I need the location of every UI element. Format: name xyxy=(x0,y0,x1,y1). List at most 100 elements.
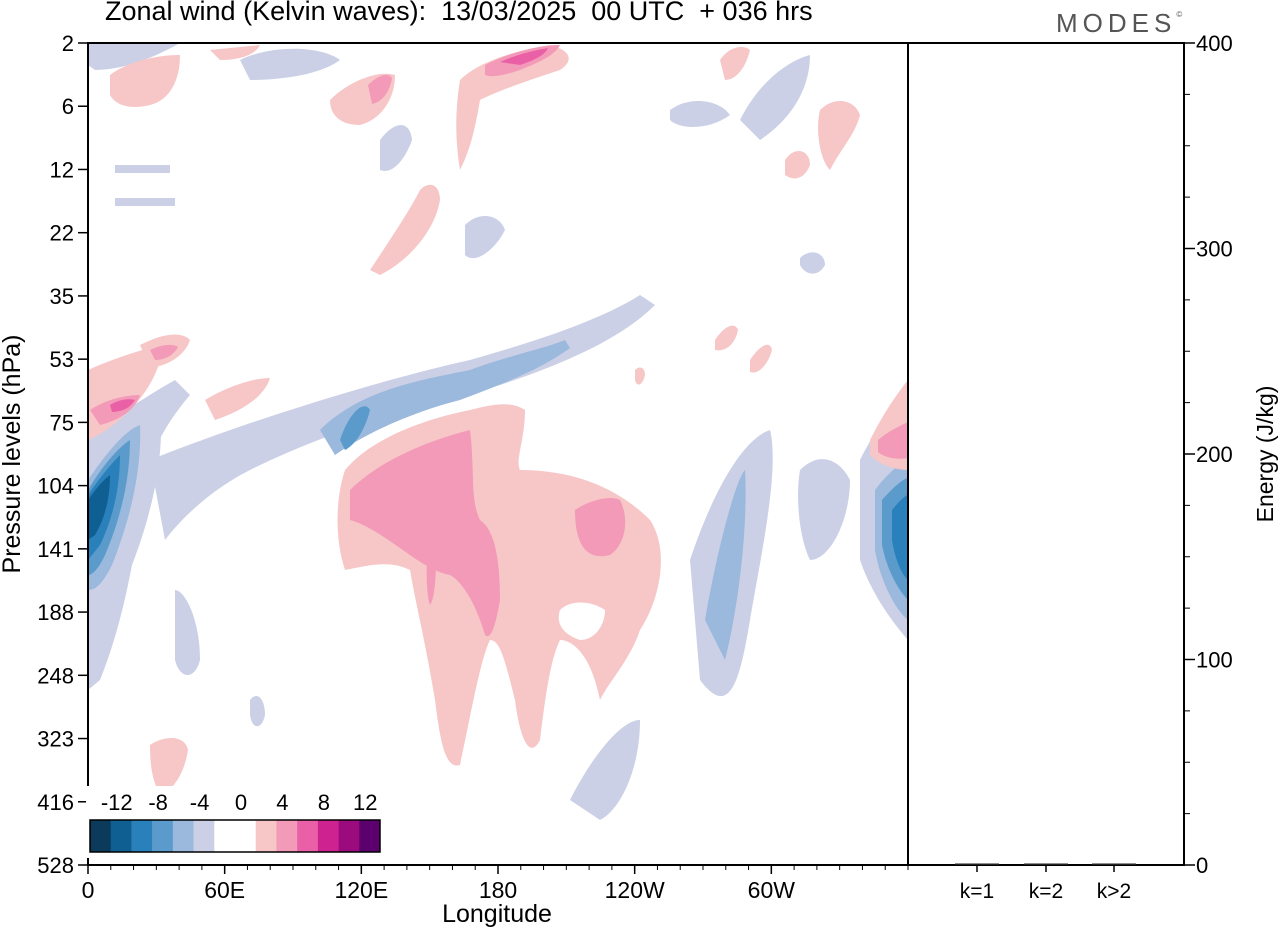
neg-strat-mid-2 xyxy=(465,215,505,259)
x-axis-label: Longitude xyxy=(442,900,552,928)
colorbar-label: -4 xyxy=(190,790,210,815)
colorbar-swatch xyxy=(235,820,257,852)
positive-contours xyxy=(88,45,908,795)
contour-field xyxy=(88,43,908,820)
brand-logo: MODES© xyxy=(1056,8,1182,39)
pos-top-max xyxy=(500,48,548,65)
neg-descending-core xyxy=(705,470,746,660)
neg-top-mid xyxy=(240,48,340,80)
neg-top-left xyxy=(88,43,180,70)
y-tick-label: 35 xyxy=(50,284,74,309)
colorbar-swatch xyxy=(193,820,215,852)
brand-mark: © xyxy=(1176,10,1183,19)
x-tick-label: 60E xyxy=(204,877,245,903)
energy-tick-label: 200 xyxy=(1196,442,1233,467)
pos-main-core xyxy=(350,430,500,637)
colorbar-swatch xyxy=(359,820,381,852)
y-tick-label: 12 xyxy=(50,157,74,182)
pos-mid-left xyxy=(205,378,270,420)
colorbar-swatch xyxy=(110,820,132,852)
energy-axis-label: Energy (J/kg) xyxy=(1252,386,1278,523)
y-tick-label: 104 xyxy=(37,474,74,499)
energy-cat-label: k=1 xyxy=(960,880,994,903)
pos-lower-left xyxy=(150,738,188,795)
x-tick-label: 0 xyxy=(82,877,95,903)
y-tick-label: 141 xyxy=(37,537,74,562)
y-tick-label: 323 xyxy=(37,727,74,752)
y-tick-label: 75 xyxy=(50,410,74,435)
colorbar-swatch xyxy=(276,820,298,852)
colorbar-swatch xyxy=(317,820,339,852)
colorbar-swatch xyxy=(131,820,153,852)
colorbar: -12 -8 -4 0 4 8 12 xyxy=(86,786,384,858)
neg-lower-left xyxy=(250,695,265,727)
colorbar-frame xyxy=(89,819,381,853)
positive-contours-strong xyxy=(90,45,908,637)
pos-right-strat-2 xyxy=(785,150,810,179)
neg-right-small xyxy=(800,252,825,274)
pos-left-max xyxy=(110,399,135,412)
colorbar-swatch xyxy=(90,820,112,852)
y-tick-label: 188 xyxy=(37,600,74,625)
pos-right-strat xyxy=(818,100,860,170)
energy-cat-label: k=2 xyxy=(1029,880,1063,903)
energy-cat-label: k>2 xyxy=(1097,880,1131,903)
colorbar-swatch xyxy=(172,820,194,852)
negative-contours-strong xyxy=(320,340,746,660)
pos-mid-right xyxy=(715,325,738,351)
energy-tick-label: 0 xyxy=(1196,853,1208,878)
neg-east-column xyxy=(798,459,850,560)
x-tick-label: 120W xyxy=(605,877,665,903)
pos-top xyxy=(456,45,569,170)
zero-hole xyxy=(558,602,605,640)
x-tick-label: 180 xyxy=(479,877,517,903)
colorbar-swatch xyxy=(152,820,174,852)
neg-strat-left xyxy=(115,165,170,173)
neg-strat-mid xyxy=(380,125,412,171)
colorbar-label: 12 xyxy=(353,790,377,815)
negative-west-maximum xyxy=(88,410,161,610)
energy-bar xyxy=(1092,863,1136,865)
energy-panel-frame xyxy=(907,42,1185,866)
colorbar-swatch xyxy=(255,820,277,852)
energy-bar xyxy=(955,863,999,865)
pos-top-left xyxy=(110,55,180,107)
neg-core-blob xyxy=(340,406,370,450)
x-axis: 0 60E 120E 180 120W 60W xyxy=(82,865,909,903)
neg-column xyxy=(175,590,200,675)
energy-tick-label: 100 xyxy=(1196,648,1233,673)
neg-right-high xyxy=(740,55,810,140)
y-tick-label: 2 xyxy=(62,31,74,56)
colorbar-swatch xyxy=(214,820,236,852)
y-axis-label: Pressure levels (hPa) xyxy=(0,335,26,574)
pos-strat-diag xyxy=(370,184,440,275)
y-tick-label: 53 xyxy=(50,347,74,372)
colorbar-label: -12 xyxy=(101,790,133,815)
pos-east-core xyxy=(878,422,908,459)
pos-strip xyxy=(426,543,436,605)
colorbar-swatch xyxy=(338,820,360,852)
pos-right-top xyxy=(720,47,750,80)
neg-mid-right xyxy=(670,100,730,127)
energy-tick-label: 400 xyxy=(1196,31,1233,56)
negative-east-maximum xyxy=(875,460,908,620)
colorbar-swatch xyxy=(297,820,319,852)
brand-name: MODES xyxy=(1056,8,1177,38)
chart-title: Zonal wind (Kelvin waves): 13/03/2025 00… xyxy=(105,0,813,26)
colorbar-label: 4 xyxy=(276,790,288,815)
neg-band-core xyxy=(320,340,570,455)
pos-mid-right-2 xyxy=(750,344,772,373)
energy-tick-label: 300 xyxy=(1196,237,1233,262)
y-tick-label: 416 xyxy=(37,790,74,815)
x-tick-label: 120E xyxy=(334,877,388,903)
y-tick-label: 248 xyxy=(37,663,74,688)
y-axis: 2 6 12 22 35 53 75 104 141 188 248 323 416 528 xyxy=(37,31,88,878)
neg-strat-left-2 xyxy=(115,198,175,206)
energy-panel: 0 100 200 300 400 k=1 k=2 k>2 xyxy=(955,31,1233,903)
colorbar-label: 0 xyxy=(235,790,247,815)
x-tick-label: 60W xyxy=(748,877,796,903)
pos-strat-2-core xyxy=(368,74,392,104)
pos-upper-mid xyxy=(210,45,260,60)
colorbar-label: 8 xyxy=(318,790,330,815)
